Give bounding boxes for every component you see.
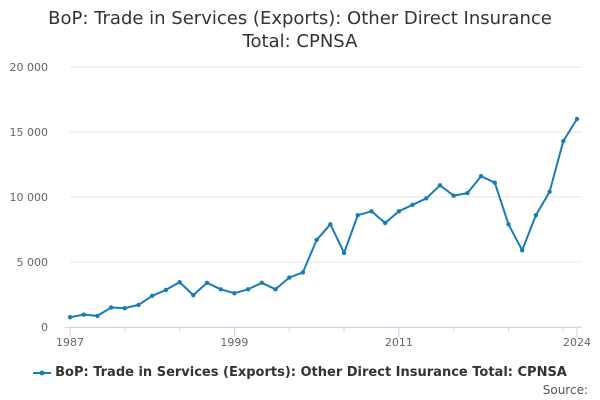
data-point <box>300 270 306 275</box>
data-point <box>259 280 265 285</box>
data-point <box>355 213 360 218</box>
data-point <box>122 305 128 311</box>
data-point <box>328 222 333 227</box>
data-point <box>437 183 443 188</box>
data-point <box>424 196 429 201</box>
data-point <box>273 287 278 292</box>
legend-label: BoP: Trade in Services (Exports): Other … <box>55 365 567 380</box>
y-tick-label: 15 000 <box>10 126 49 139</box>
data-point <box>204 280 210 285</box>
legend-swatch-icon <box>33 370 52 375</box>
data-point <box>478 174 484 179</box>
data-point <box>245 287 251 292</box>
data-point <box>506 222 511 227</box>
x-tick-label: 1999 <box>220 336 248 349</box>
data-point <box>410 202 415 207</box>
y-tick-label: 5 000 <box>17 256 49 269</box>
y-tick-label: 20 000 <box>10 61 49 74</box>
data-point <box>163 287 169 293</box>
data-point <box>95 313 100 319</box>
x-tick-label: 2024 <box>563 336 591 349</box>
y-tick-label: 0 <box>41 321 48 334</box>
data-point <box>396 209 402 214</box>
data-point <box>136 302 141 308</box>
credits[interactable]: Source: <box>542 383 588 397</box>
data-point <box>547 189 552 194</box>
data-point <box>574 116 580 122</box>
data-point <box>369 209 374 214</box>
chart-title-line-2: Total: CPNSA <box>242 31 358 52</box>
data-point <box>519 248 525 253</box>
data-point <box>561 138 566 144</box>
data-point <box>108 305 114 310</box>
x-tick-label: 1987 <box>56 336 84 349</box>
series-line <box>69 118 578 319</box>
data-point <box>81 312 86 317</box>
data-point <box>382 220 388 226</box>
data-point <box>150 293 155 298</box>
data-point <box>67 315 73 320</box>
chart-title-line-1: BoP: Trade in Services (Exports): Other … <box>48 8 552 29</box>
y-tick-label: 10 000 <box>10 191 49 204</box>
data-point <box>341 250 347 256</box>
data-point <box>232 291 237 296</box>
x-tick-label: 2011 <box>385 336 413 349</box>
legend[interactable]: BoP: Trade in Services (Exports): Other … <box>0 365 600 380</box>
data-point <box>314 237 319 243</box>
data-point <box>533 213 539 218</box>
data-point <box>287 275 292 280</box>
data-point <box>465 190 470 196</box>
data-point <box>218 287 223 292</box>
data-point <box>191 292 196 298</box>
data-point <box>492 180 497 185</box>
data-point <box>451 193 456 198</box>
data-point <box>177 279 182 285</box>
